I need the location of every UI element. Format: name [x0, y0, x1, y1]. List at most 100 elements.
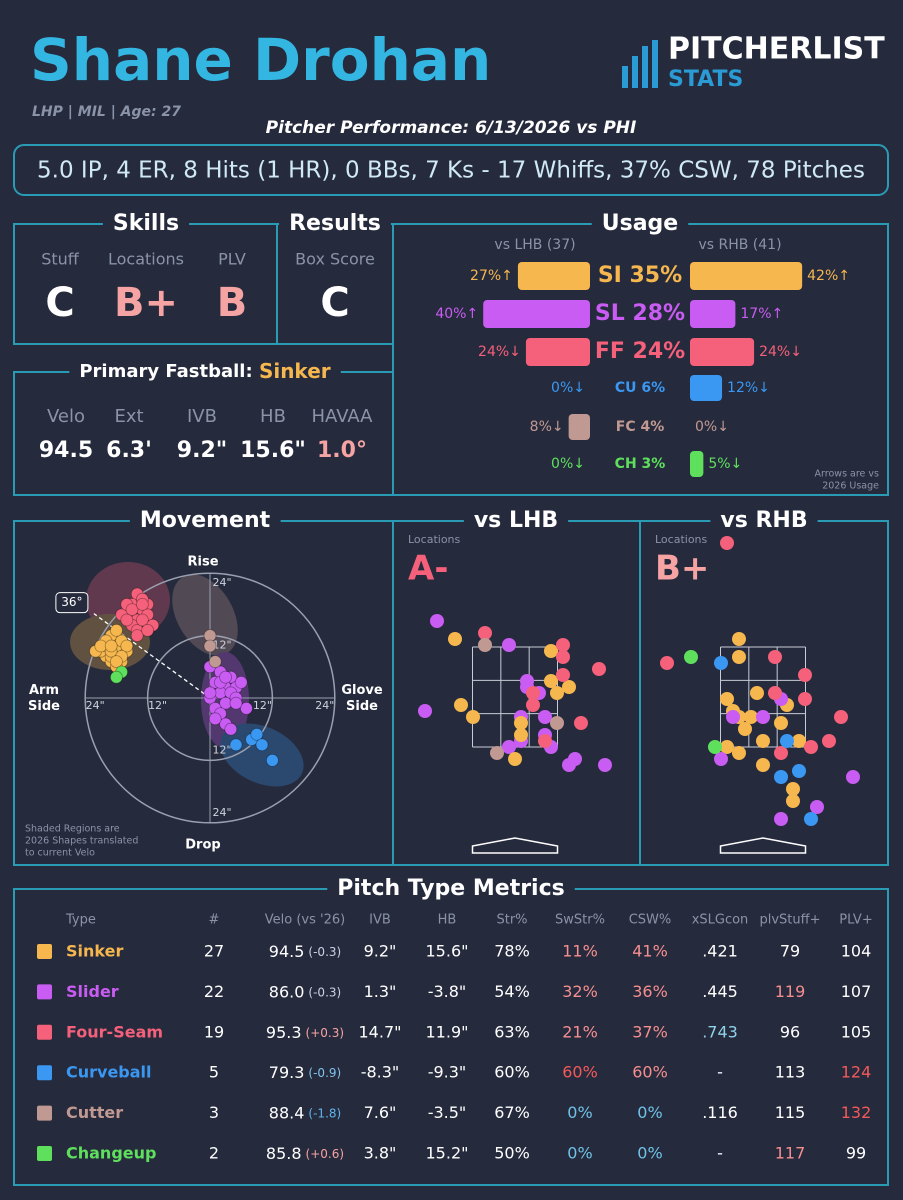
movement-point — [110, 670, 123, 684]
table-cell: 21% — [562, 1022, 598, 1041]
location-point — [478, 638, 492, 652]
location-point — [418, 704, 432, 718]
location-point — [768, 650, 782, 664]
pitch-swatch — [37, 944, 52, 959]
movement-point — [203, 639, 217, 653]
locations-grade: A- — [408, 549, 448, 589]
usage-rhb-value: 12%↓ — [727, 380, 770, 396]
movement-point — [219, 670, 233, 684]
table-cell: 0% — [637, 1144, 662, 1163]
title-background — [102, 211, 190, 236]
location-point — [768, 686, 782, 700]
ring-label: 24" — [212, 576, 231, 589]
column-header: IVB — [369, 913, 391, 928]
velo-cell: 94.5 (-0.3) — [269, 942, 341, 961]
usage-bar-rhb — [690, 451, 704, 477]
pitch-name: Sinker — [66, 942, 123, 961]
table-cell: 0% — [567, 1103, 592, 1122]
table-cell: 132 — [841, 1103, 872, 1122]
velo-value: 79.3 — [269, 1063, 305, 1082]
metric-label: HB — [260, 406, 286, 427]
column-header: Str% — [496, 913, 527, 928]
location-point — [508, 752, 522, 766]
table-cell: - — [717, 1063, 723, 1082]
location-point — [750, 686, 764, 700]
arm-angle-label: 36° — [61, 595, 82, 609]
table-cell: 1.3" — [364, 982, 397, 1001]
usage-lhb-value: 8%↓ — [530, 419, 564, 435]
panel-title: vs RHB — [720, 508, 807, 533]
location-point — [720, 536, 734, 550]
location-point — [756, 734, 770, 748]
table-cell: 11.9" — [426, 1022, 469, 1041]
movement-point — [229, 738, 243, 752]
location-point — [556, 650, 570, 664]
usage-pitch: CU 6% — [615, 380, 665, 396]
location-point — [544, 644, 558, 658]
table-cell: 11% — [562, 942, 598, 961]
ring-label: 12" — [212, 743, 231, 756]
velo-cell: 86.0 (-0.3) — [269, 982, 341, 1001]
table-cell: 99 — [846, 1144, 866, 1163]
table-cell: 50% — [494, 1144, 530, 1163]
title-background — [69, 358, 341, 383]
table-cell: 19 — [204, 1022, 224, 1041]
location-point — [774, 716, 788, 730]
velo-cell: 79.3 (-0.9) — [269, 1063, 341, 1082]
location-point — [598, 758, 612, 772]
skill-label: PLV — [218, 250, 246, 269]
location-point — [708, 740, 722, 754]
table-cell: -3.5" — [428, 1103, 467, 1122]
pitch-swatch — [37, 1105, 52, 1121]
movement-left: Arm Side — [28, 683, 60, 714]
usage-rhb-value: 42%↑ — [807, 268, 850, 284]
table-cell: 41% — [632, 942, 668, 961]
ring-label: 12" — [148, 699, 167, 712]
table-cell: 27 — [204, 942, 224, 961]
table-cell: 115 — [775, 1103, 806, 1122]
title-background — [710, 508, 818, 533]
movement-point — [224, 722, 238, 736]
usage-pitch: SI 35% — [598, 263, 682, 288]
table-cell: 119 — [775, 982, 806, 1001]
location-point — [448, 632, 462, 646]
location-point — [478, 626, 492, 640]
title-background — [327, 876, 575, 901]
pitch-name: Four-Seam — [66, 1022, 163, 1041]
table-cell: -9.3" — [428, 1063, 467, 1082]
velo-cell: 85.8 (+0.6) — [266, 1144, 344, 1163]
velo-value: 94.5 — [269, 942, 305, 961]
metric-label: IVB — [187, 406, 217, 427]
velo-delta: (-1.8) — [308, 1106, 341, 1120]
fastball-title: Primary Fastball: — [79, 361, 252, 382]
table-cell: 37% — [632, 1022, 668, 1041]
metric-value: 1.0° — [317, 438, 367, 463]
metric-label: Velo — [47, 406, 85, 427]
ring-label: 24" — [315, 699, 334, 712]
movement-point — [203, 686, 217, 700]
movement-point — [135, 598, 149, 611]
column-header: Velo (vs '26) — [265, 913, 345, 928]
pitch-swatch — [37, 1024, 52, 1040]
table-cell: 15.2" — [426, 1144, 469, 1163]
table-cell: 54% — [494, 982, 530, 1001]
pitch-name: Curveball — [66, 1063, 152, 1082]
column-header: Type — [65, 913, 96, 928]
movement-top: Rise — [187, 555, 218, 570]
location-point — [550, 716, 564, 730]
location-point — [544, 674, 558, 688]
location-point — [774, 746, 788, 760]
usage-lhb-label: vs LHB (37) — [494, 237, 575, 253]
table-cell: 96 — [780, 1022, 800, 1041]
location-point — [502, 740, 516, 754]
movement-point — [120, 613, 134, 627]
location-point — [526, 686, 540, 700]
velo-cell: 88.4 (-1.8) — [269, 1103, 341, 1122]
location-point — [804, 812, 818, 826]
column-header: HB — [438, 913, 457, 928]
movement-point — [208, 712, 222, 726]
movement-point — [125, 603, 139, 616]
table-cell: -8.3" — [361, 1063, 400, 1082]
movement-right: Glove Side — [341, 683, 383, 714]
location-point — [744, 710, 758, 724]
